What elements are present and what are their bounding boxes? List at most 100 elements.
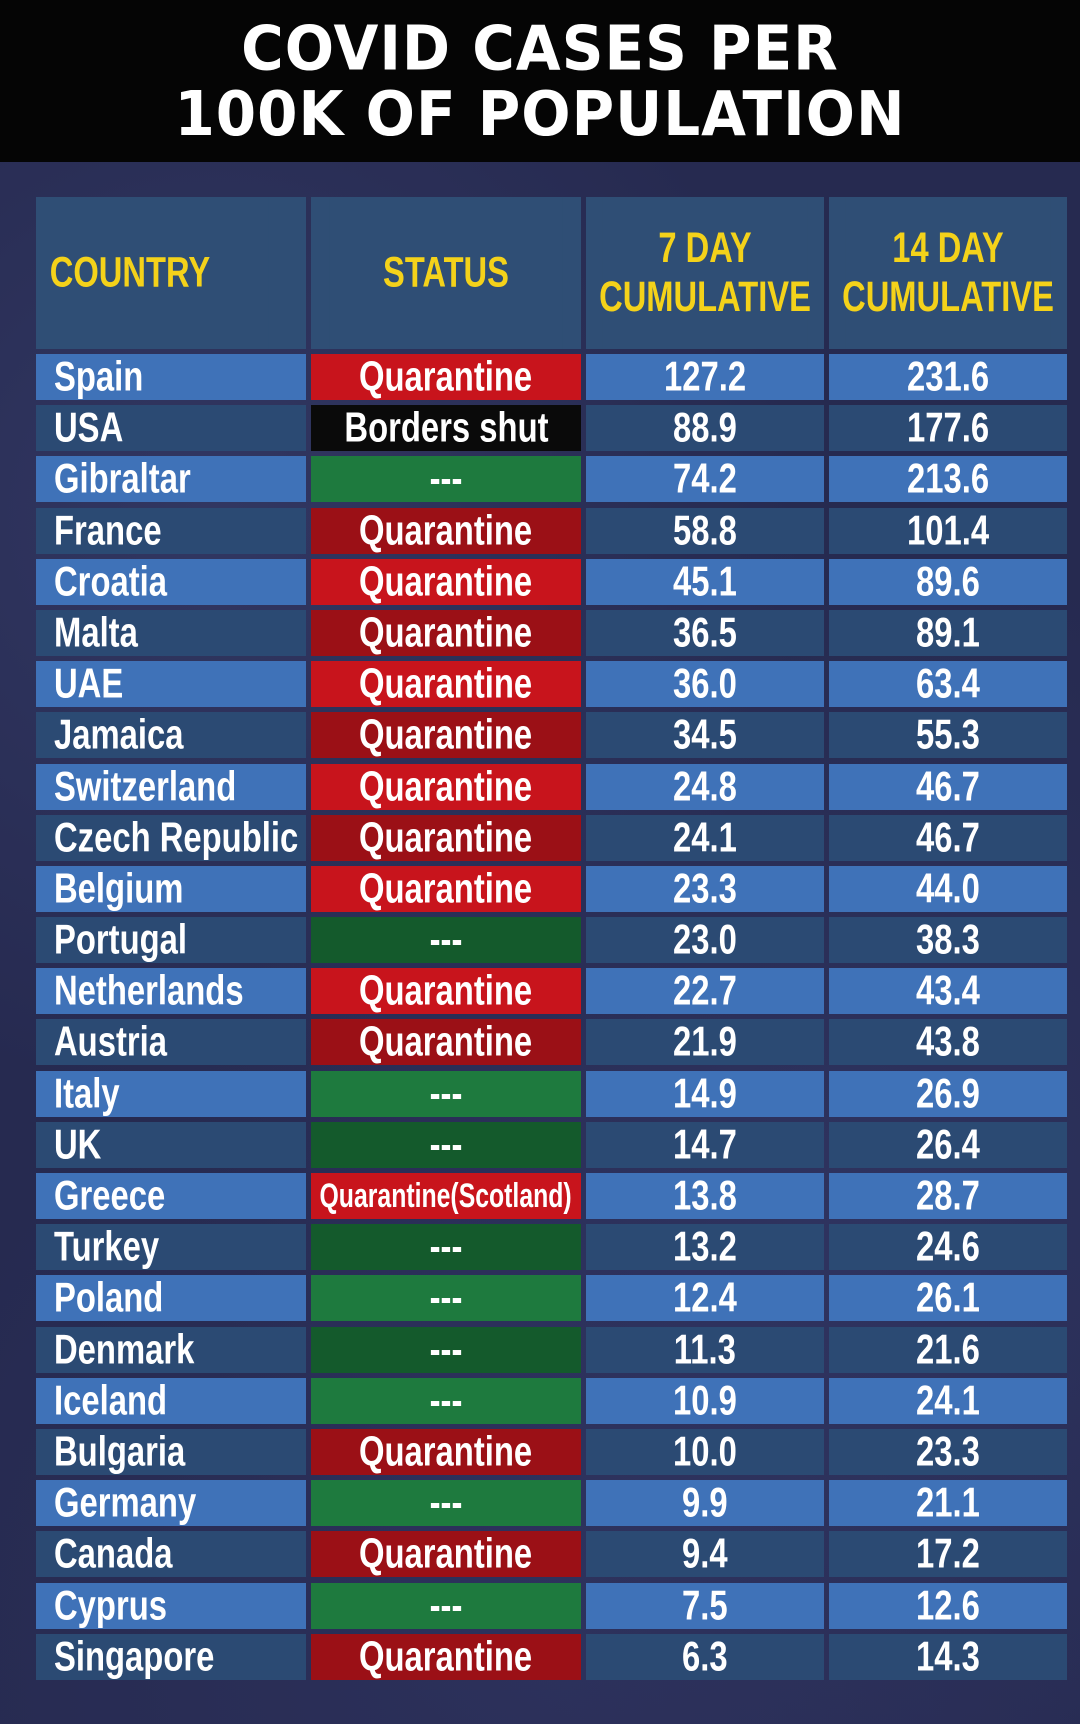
status-cell: Quarantine <box>311 558 581 605</box>
header-cell-14day-box: 14 DAY CUMULATIVE <box>829 197 1067 349</box>
country-cell-text: Belgium <box>54 865 184 912</box>
day7-cell: 10.0 <box>586 1428 824 1475</box>
status-cell: --- <box>311 1121 581 1168</box>
day7-cell: 13.8 <box>586 1173 824 1219</box>
table-row: Singapore Quarantine 6.3 14.3 <box>36 1633 1067 1680</box>
header-country: COUNTRY <box>36 197 269 349</box>
country-cell: USA <box>36 405 306 452</box>
table-row: Jamaica Quarantine 34.5 55.3 <box>36 712 1067 759</box>
status-cell: --- <box>311 1275 581 1322</box>
status-cell: Quarantine <box>311 1633 581 1680</box>
day7-cell-text: 23.0 <box>673 917 737 964</box>
day14-cell-text: 89.6 <box>916 558 980 605</box>
status-cell: Quarantine <box>311 1428 581 1475</box>
status-cell: Quarantine <box>311 712 581 759</box>
day14-cell: 21.1 <box>829 1480 1067 1527</box>
status-cell-text: Quarantine <box>359 507 533 554</box>
header-cell-country-box: COUNTRY <box>36 197 306 349</box>
country-cell: Jamaica <box>36 712 306 759</box>
day14-cell: 44.0 <box>829 865 1067 912</box>
table-row: Czech Republic Quarantine 24.1 46.7 <box>36 814 1067 861</box>
day14-cell-text: 24.6 <box>916 1224 980 1271</box>
status-cell: Quarantine <box>311 609 581 656</box>
table-row: Canada Quarantine 9.4 17.2 <box>36 1531 1067 1578</box>
status-cell: --- <box>311 1326 581 1373</box>
day14-cell: 12.6 <box>829 1582 1067 1629</box>
day7-cell: 14.7 <box>586 1121 824 1168</box>
header-cell-status-box: STATUS <box>311 197 581 349</box>
day14-cell-text: 12.6 <box>916 1582 980 1629</box>
day14-cell-text: 38.3 <box>916 917 980 964</box>
table-row: Bulgaria Quarantine 10.0 23.3 <box>36 1428 1067 1475</box>
status-cell-text: --- <box>429 1224 463 1271</box>
day7-cell-text: 23.3 <box>673 865 737 912</box>
status-cell: --- <box>311 1070 581 1117</box>
status-cell-text: Quarantine <box>359 1428 533 1475</box>
day7-cell: 10.9 <box>586 1377 824 1424</box>
status-cell: Borders shut <box>311 405 581 452</box>
country-cell-text: Spain <box>54 354 144 400</box>
day7-cell-text: 34.5 <box>673 712 737 759</box>
status-cell-text: --- <box>429 1121 463 1168</box>
day14-cell-text: 24.1 <box>916 1377 980 1424</box>
day14-cell-text: 23.3 <box>916 1428 980 1475</box>
country-cell: Austria <box>36 1019 306 1066</box>
country-cell-text: Iceland <box>54 1377 168 1424</box>
table-row: UAE Quarantine 36.0 63.4 <box>36 661 1067 708</box>
day14-cell-text: 44.0 <box>916 865 980 912</box>
table-row: UK --- 14.7 26.4 <box>36 1121 1067 1168</box>
country-cell-text: UAE <box>54 661 124 708</box>
status-cell-text: --- <box>429 1480 463 1527</box>
day7-cell-text: 45.1 <box>673 558 737 605</box>
table-row: Spain Quarantine 127.2 231.6 <box>36 354 1067 400</box>
status-cell-text: --- <box>429 1070 463 1117</box>
status-cell: Quarantine <box>311 814 581 861</box>
country-cell-text: Italy <box>54 1070 120 1117</box>
status-cell-text: --- <box>429 1326 463 1373</box>
country-cell: Netherlands <box>36 968 306 1015</box>
country-cell-text: Bulgaria <box>54 1428 186 1475</box>
day14-cell-text: 14.3 <box>916 1633 980 1680</box>
country-cell: Croatia <box>36 558 306 605</box>
country-cell-text: Portugal <box>54 917 188 964</box>
table-row: Poland --- 12.4 26.1 <box>36 1275 1067 1322</box>
day14-cell: 21.6 <box>829 1326 1067 1373</box>
day7-cell-text: 10.0 <box>673 1428 737 1475</box>
status-cell: Quarantine <box>311 968 581 1015</box>
table-row: Netherlands Quarantine 22.7 43.4 <box>36 968 1067 1015</box>
day14-cell: 14.3 <box>829 1633 1067 1680</box>
country-cell: Gibraltar <box>36 456 306 503</box>
status-cell-text: Quarantine <box>359 712 533 759</box>
header-cell-7day-box: 7 DAY CUMULATIVE <box>586 197 824 349</box>
header-14day-label: 14 DAY CUMULATIVE <box>842 224 1054 322</box>
status-cell-text: --- <box>429 1275 463 1322</box>
day14-cell-text: 231.6 <box>906 354 990 400</box>
status-cell-text: --- <box>429 1582 463 1629</box>
table-row: Croatia Quarantine 45.1 89.6 <box>36 558 1067 605</box>
day7-cell-text: 13.2 <box>673 1224 737 1271</box>
day7-cell-text: 6.3 <box>682 1633 728 1680</box>
country-cell: Germany <box>36 1480 306 1527</box>
table-row: Malta Quarantine 36.5 89.1 <box>36 609 1067 656</box>
table-body: Spain Quarantine 127.2 231.6 USA Borders shut… <box>36 354 1067 1685</box>
day14-cell-text: 213.6 <box>906 456 990 503</box>
status-cell-text: Quarantine <box>359 558 533 605</box>
day7-cell-text: 24.1 <box>673 814 737 861</box>
day7-cell-text: 14.7 <box>673 1121 737 1168</box>
day14-cell-text: 21.1 <box>916 1480 980 1527</box>
header-status-label: STATUS <box>383 249 509 297</box>
status-cell: --- <box>311 456 581 503</box>
country-cell: Turkey <box>36 1224 306 1271</box>
day7-cell: 9.9 <box>586 1480 824 1527</box>
day14-cell: 89.1 <box>829 609 1067 656</box>
status-cell: Quarantine <box>311 661 581 708</box>
day14-cell: 101.4 <box>829 507 1067 554</box>
day14-cell-text: 28.7 <box>916 1173 980 1219</box>
day14-cell-text: 46.7 <box>916 814 980 861</box>
table-row: Denmark --- 11.3 21.6 <box>36 1326 1067 1373</box>
day14-cell: 43.8 <box>829 1019 1067 1066</box>
status-cell-text: Quarantine <box>359 814 533 861</box>
country-cell: Iceland <box>36 1377 306 1424</box>
header-14day: 14 DAY CUMULATIVE <box>842 197 1054 349</box>
day7-cell: 22.7 <box>586 968 824 1015</box>
